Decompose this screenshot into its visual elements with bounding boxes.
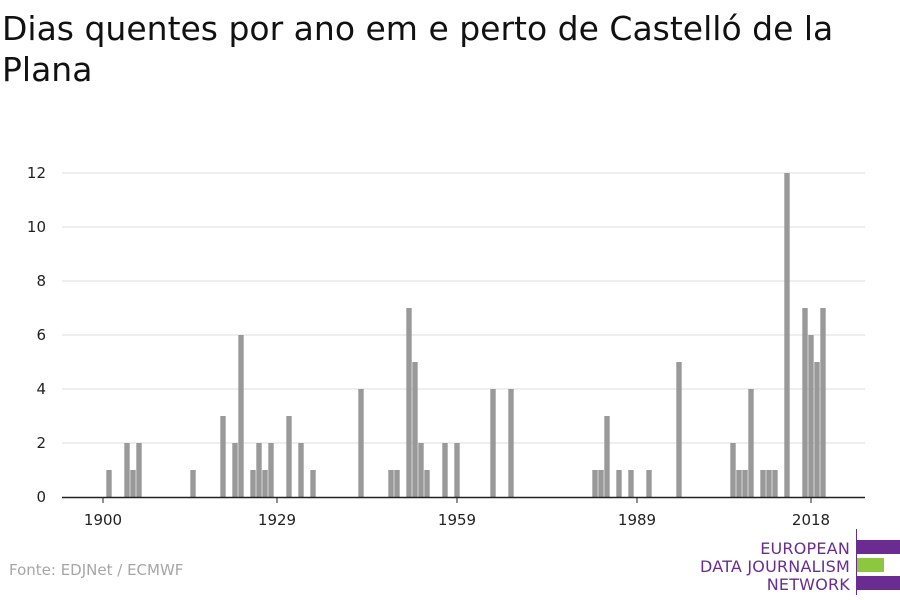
bar (232, 443, 238, 497)
bar (772, 470, 778, 497)
bar (262, 470, 268, 497)
logo-bar-bottom (857, 576, 900, 590)
y-tick-label: 0 (36, 488, 46, 506)
x-tick-label: 1959 (438, 511, 476, 529)
bar (442, 443, 448, 497)
y-tick-label: 10 (27, 218, 46, 236)
bar (760, 470, 766, 497)
bar (412, 362, 418, 497)
bar (808, 335, 814, 497)
logo-text: EUROPEAN DATA JOURNALISM NETWORK (700, 540, 850, 594)
y-tick-label: 12 (27, 164, 46, 182)
bar (286, 416, 292, 497)
bar (598, 470, 604, 497)
bar (406, 308, 412, 497)
bar (766, 470, 772, 497)
bar (646, 470, 652, 497)
bar (418, 443, 424, 497)
bar (358, 389, 364, 497)
bar (250, 470, 256, 497)
y-tick-label: 8 (36, 272, 46, 290)
bar (490, 389, 496, 497)
bar (394, 470, 400, 497)
bar (124, 443, 130, 497)
bar (736, 470, 742, 497)
bar (748, 389, 754, 497)
grid-lines (62, 172, 865, 444)
bar (628, 470, 634, 497)
logo-line-2: DATA JOURNALISM (700, 557, 850, 576)
bar (298, 443, 304, 497)
logo-bar-middle (857, 558, 884, 572)
x-tick-label: 1929 (258, 511, 296, 529)
bar (820, 308, 826, 497)
logo-bar-top (857, 540, 900, 554)
bar (814, 362, 820, 497)
bar (220, 416, 226, 497)
x-tick-label: 1989 (618, 511, 656, 529)
bar (256, 443, 262, 497)
x-axis-ticks: 1900 1929 1959 1989 2018 (84, 497, 830, 529)
bar (592, 470, 598, 497)
x-tick-label: 2018 (792, 511, 830, 529)
logo-line-3: NETWORK (766, 575, 850, 594)
bars (106, 173, 826, 497)
y-axis-ticks: 0 2 4 6 8 10 12 (27, 164, 46, 506)
y-tick-label: 4 (36, 380, 46, 398)
y-tick-label: 2 (36, 434, 46, 452)
bar (454, 443, 460, 497)
bar (784, 173, 790, 497)
source-note: Fonte: EDJNet / ECMWF (9, 561, 184, 579)
bar (508, 389, 514, 497)
bar (802, 308, 808, 497)
bar (616, 470, 622, 497)
bar (310, 470, 316, 497)
x-tick-label: 1900 (84, 511, 122, 529)
bar (676, 362, 682, 497)
y-tick-label: 6 (36, 326, 46, 344)
bar (604, 416, 610, 497)
logo-line-1: EUROPEAN (760, 539, 850, 558)
chart-title: Dias quentes por ano em e perto de Caste… (2, 9, 834, 89)
bar (268, 443, 274, 497)
bar (136, 443, 142, 497)
bar (238, 335, 244, 497)
bar (190, 470, 196, 497)
bar (424, 470, 430, 497)
logo-divider (856, 529, 857, 595)
bar (130, 470, 136, 497)
bar (106, 470, 112, 497)
bar (742, 470, 748, 497)
edjnet-logo: EUROPEAN DATA JOURNALISM NETWORK (690, 529, 900, 595)
bar (730, 443, 736, 497)
bar (388, 470, 394, 497)
